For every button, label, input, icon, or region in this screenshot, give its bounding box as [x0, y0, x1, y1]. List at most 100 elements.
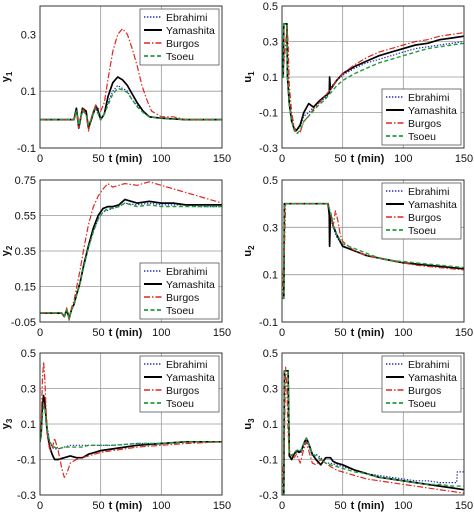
series-line-tsoeu — [40, 405, 222, 450]
y-tick-label: 0.3 — [21, 384, 36, 396]
plot-frame — [281, 352, 465, 496]
legend-label-ebrahimi: Ebrahimi — [408, 92, 449, 104]
x-axis-label: t (min) — [109, 327, 143, 339]
y-tick-label: 0.5 — [263, 348, 278, 360]
legend-label-ebrahimi: Ebrahimi — [408, 359, 449, 371]
y-axis-label-main: y — [0, 249, 12, 256]
legend-label-yamashita: Yamashita — [408, 199, 457, 211]
series-line-yamashita — [40, 76, 222, 129]
legend-label-ebrahimi: Ebrahimi — [408, 186, 449, 198]
legend-label-yamashita: Yamashita — [166, 25, 215, 37]
x-axis-label: t (min) — [351, 500, 385, 512]
series-line-tsoeu — [40, 87, 222, 126]
y-tick-label: 0.1 — [21, 419, 36, 431]
legend-label-tsoeu: Tsoeu — [166, 51, 194, 63]
y-axis-label-subscript: 2 — [247, 245, 256, 250]
plot-frame — [281, 5, 465, 149]
x-tick-label: 50 — [92, 153, 104, 165]
legend-label-yamashita: Yamashita — [408, 105, 457, 117]
series-line-burgos — [282, 26, 464, 135]
x-axis-label: t (min) — [109, 153, 143, 165]
y-axis-label: u1 — [242, 71, 256, 83]
y-tick-label: 0.75 — [15, 175, 36, 187]
legend-label-ebrahimi: Ebrahimi — [166, 12, 207, 24]
y-tick-label: 0.35 — [15, 246, 36, 258]
y-axis-label: u2 — [242, 245, 256, 257]
x-tick-label: 100 — [394, 153, 412, 165]
x-tick-label: 150 — [455, 153, 473, 165]
x-tick-label: 150 — [213, 327, 231, 339]
y-tick-label: 0.1 — [263, 72, 278, 84]
y-tick-label: -0.1 — [259, 317, 278, 329]
legend-label-tsoeu: Tsoeu — [166, 398, 194, 410]
series-group — [282, 202, 464, 300]
x-tick-label: 100 — [152, 153, 170, 165]
x-axis-label: t (min) — [351, 327, 385, 339]
y-axis-label-main: u — [242, 76, 254, 83]
chart-panel-3: -0.05 0.15 0.35 0.55 0.75 0 50 100 150 t (min) y2 E… — [0, 175, 231, 339]
series-line-tsoeu — [40, 202, 222, 320]
series-line-tsoeu — [282, 23, 464, 135]
y-tick-label: 0.5 — [263, 175, 278, 187]
series-group — [40, 28, 222, 132]
y-tick-label: 0.55 — [15, 211, 36, 223]
y-tick-label: 0.3 — [263, 37, 278, 49]
series-line-tsoeu — [282, 370, 464, 495]
y-tick-label: 0.3 — [263, 222, 278, 234]
y-axis-label: u3 — [242, 418, 256, 430]
y-axis-label-subscript: 3 — [5, 418, 14, 423]
chart-panel-5: -0.3 -0.1 0.1 0.3 0.5 0 50 100 150 t (min) y3 Ebrah… — [0, 348, 231, 512]
x-tick-label: 100 — [152, 327, 170, 339]
legend-label-ebrahimi: Ebrahimi — [166, 266, 207, 278]
plot-frame — [39, 179, 223, 323]
x-tick-label: 150 — [213, 500, 231, 512]
legend-label-burgos: Burgos — [408, 118, 441, 130]
y-axis-label-subscript: 1 — [5, 71, 14, 76]
legend-label-burgos: Burgos — [166, 292, 199, 304]
x-tick-label: 150 — [455, 500, 473, 512]
x-tick-label: 50 — [334, 153, 346, 165]
legend-label-yamashita: Yamashita — [166, 372, 215, 384]
legend-label-tsoeu: Tsoeu — [408, 131, 436, 143]
series-line-ebrahimi — [282, 23, 464, 131]
plot-frame — [281, 179, 465, 323]
legend-label-tsoeu: Tsoeu — [166, 305, 194, 317]
x-tick-label: 0 — [37, 327, 43, 339]
legend-label-yamashita: Yamashita — [166, 279, 215, 291]
y-tick-label: -0.3 — [17, 490, 36, 502]
y-tick-label: -0.1 — [259, 455, 278, 467]
x-tick-label: 50 — [92, 327, 104, 339]
x-tick-label: 50 — [334, 327, 346, 339]
y-tick-label: 0.3 — [263, 384, 278, 396]
x-tick-label: 0 — [37, 153, 43, 165]
y-axis-label-subscript: 3 — [247, 418, 256, 423]
x-tick-label: 150 — [213, 153, 231, 165]
legend-label-tsoeu: Tsoeu — [408, 398, 436, 410]
legend-label-burgos: Burgos — [166, 38, 199, 50]
legend-label-tsoeu: Tsoeu — [408, 225, 436, 237]
y-axis-label: y2 — [0, 245, 14, 256]
y-tick-label: 0.5 — [263, 1, 278, 13]
x-tick-label: 100 — [152, 500, 170, 512]
y-tick-label: -0.3 — [259, 490, 278, 502]
series-group — [40, 181, 222, 321]
y-tick-label: -0.1 — [259, 108, 278, 120]
legend-label-burgos: Burgos — [166, 385, 199, 397]
y-axis-label: y1 — [0, 71, 14, 82]
series-group — [282, 366, 464, 495]
series-line-tsoeu — [282, 203, 464, 299]
chart-panel-6: -0.3 -0.1 0.1 0.3 0.5 0 50 100 150 t (min) u3 Ebrah… — [242, 348, 473, 512]
y-axis-label: y3 — [0, 418, 14, 429]
y-tick-label: 0.1 — [21, 86, 36, 98]
x-tick-label: 0 — [279, 153, 285, 165]
series-line-yamashita — [40, 394, 222, 461]
legend-label-yamashita: Yamashita — [408, 372, 457, 384]
x-tick-label: 0 — [279, 327, 285, 339]
series-line-burgos — [282, 366, 464, 495]
y-axis-label-main: y — [0, 422, 12, 429]
